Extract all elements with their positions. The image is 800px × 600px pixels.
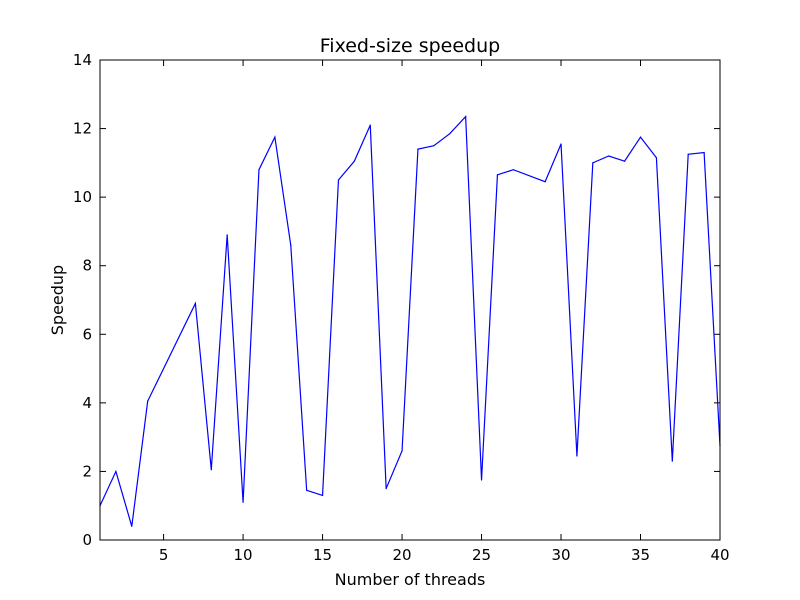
series-layer <box>99 115 721 527</box>
y-tick-label: 14 <box>73 51 92 69</box>
data-point <box>147 400 149 402</box>
series-line <box>99 115 721 527</box>
y-tick-label: 2 <box>82 462 92 480</box>
data-point <box>576 455 578 457</box>
data-point <box>687 153 689 155</box>
x-axis-label: Number of threads <box>335 570 486 589</box>
y-tick-label: 12 <box>73 120 92 138</box>
data-point <box>131 525 133 527</box>
data-point <box>655 157 658 159</box>
data-point <box>496 174 499 176</box>
y-tick-label: 8 <box>82 257 92 275</box>
x-tick-label: 5 <box>159 546 169 564</box>
y-tick-label: 10 <box>73 188 92 206</box>
y-axis-ticks: 0 2 4 6 8 10 12 14 <box>73 51 720 549</box>
chart-title: Fixed-size speedup <box>320 35 500 57</box>
data-point <box>480 479 483 481</box>
data-point <box>671 460 673 462</box>
x-tick-label: 20 <box>393 546 412 564</box>
x-tick-label: 25 <box>472 546 491 564</box>
y-tick-label: 0 <box>82 531 92 549</box>
data-point <box>194 302 196 305</box>
data-point <box>369 124 371 126</box>
data-point <box>115 470 117 473</box>
x-axis-ticks: 5 10 15 20 25 30 35 40 <box>159 60 730 564</box>
plot-area-frame <box>99 59 721 541</box>
x-tick-label: 40 <box>710 546 729 564</box>
data-point <box>433 145 435 147</box>
data-point <box>592 162 594 164</box>
data-point <box>608 155 610 157</box>
data-point <box>306 489 308 491</box>
data-point <box>512 169 514 171</box>
data-point <box>465 115 467 118</box>
data-point <box>290 244 292 246</box>
data-point <box>226 234 228 236</box>
data-point <box>624 160 626 162</box>
data-point <box>210 469 212 471</box>
data-point <box>544 181 546 183</box>
x-tick-label: 10 <box>234 546 253 564</box>
y-tick-label: 4 <box>82 394 92 412</box>
data-point <box>401 450 403 452</box>
x-tick-label: 15 <box>313 546 332 564</box>
data-point <box>242 501 244 503</box>
data-point <box>258 169 260 171</box>
data-point <box>417 148 419 150</box>
y-axis-label: Speedup <box>48 265 67 335</box>
data-point <box>353 160 355 162</box>
x-tick-label: 35 <box>631 546 650 564</box>
data-point <box>385 487 387 490</box>
data-point <box>703 151 705 154</box>
x-tick-label: 30 <box>551 546 570 564</box>
data-point <box>639 136 642 138</box>
data-point <box>449 133 451 135</box>
data-point <box>560 143 562 145</box>
data-point <box>274 136 276 138</box>
y-tick-label: 6 <box>82 325 92 343</box>
data-point <box>337 179 340 181</box>
data-point <box>321 494 324 497</box>
